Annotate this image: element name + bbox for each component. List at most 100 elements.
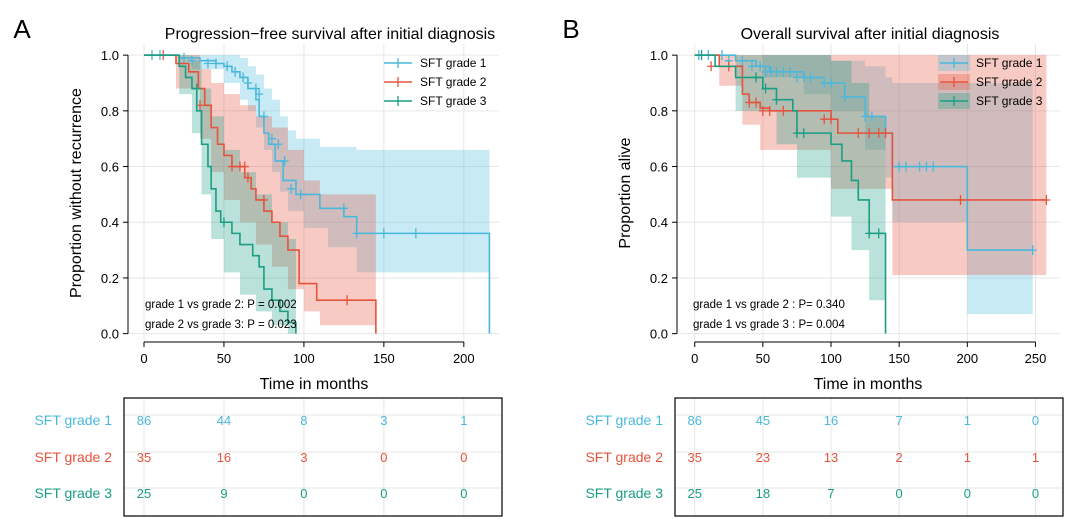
y-tick-label: 0.4 bbox=[101, 215, 119, 230]
censor-mark bbox=[840, 91, 849, 102]
risk-count: 3 bbox=[300, 450, 307, 465]
risk-count: 16 bbox=[217, 450, 231, 465]
chart-title: Progression−free survival after initial … bbox=[165, 26, 495, 43]
censor-mark bbox=[752, 72, 761, 83]
y-tick-label: 1.0 bbox=[650, 48, 668, 63]
censor-mark bbox=[761, 83, 770, 94]
risk-count: 25 bbox=[137, 486, 151, 501]
p-value-annotation: grade 1 vs grade 2 : P= 0.340 bbox=[693, 299, 845, 311]
censor-mark bbox=[339, 203, 348, 214]
risk-row-label: SFT grade 1 bbox=[34, 412, 112, 428]
censor-mark bbox=[239, 72, 248, 83]
censor-mark bbox=[786, 66, 795, 77]
panel-b: B Overall survival after initial diagnosi… bbox=[562, 14, 1064, 517]
risk-count: 1 bbox=[460, 413, 467, 428]
risk-count: 1 bbox=[1032, 450, 1039, 465]
censor-mark bbox=[352, 228, 361, 239]
censor-mark bbox=[861, 111, 870, 122]
censor-mark bbox=[865, 128, 874, 139]
y-axis-label: Proportion alive bbox=[617, 137, 634, 248]
risk-row-label: SFT grade 2 bbox=[34, 449, 112, 465]
risk-count: 1 bbox=[964, 413, 971, 428]
risk-row-label: SFT grade 2 bbox=[585, 449, 663, 465]
censor-mark bbox=[827, 114, 836, 125]
legend: SFT grade 1 SFT grade 2 SFT grade 3 bbox=[938, 55, 1043, 109]
censor-mark bbox=[792, 128, 801, 139]
risk-count: 7 bbox=[896, 413, 903, 428]
risk-count: 0 bbox=[460, 486, 467, 501]
risk-row-label: SFT grade 3 bbox=[585, 485, 663, 501]
ci-band-grade1 bbox=[143, 55, 490, 278]
y-axis-label: Proportion without recurrence bbox=[68, 88, 85, 298]
risk-count: 23 bbox=[756, 450, 770, 465]
risk-count: 0 bbox=[1032, 486, 1039, 501]
risk-count: 9 bbox=[220, 486, 227, 501]
censor-mark bbox=[280, 155, 289, 166]
y-tick-label: 0.8 bbox=[650, 104, 668, 119]
censor-mark bbox=[756, 61, 765, 72]
risk-count: 86 bbox=[137, 413, 151, 428]
grid bbox=[128, 44, 499, 342]
censor-mark bbox=[203, 58, 212, 69]
censor-mark bbox=[747, 61, 756, 72]
x-tick-label: 50 bbox=[756, 351, 770, 366]
p-value-annotation: grade 2 vs grade 3: P = 0.023 bbox=[145, 319, 297, 331]
risk-table: SFT grade 1 86 45 16 7 1 0 SFT grade 2 35 23 13 2 1 1… bbox=[585, 397, 1064, 517]
x-axis-label: Time in months bbox=[260, 376, 369, 393]
risk-table-border bbox=[123, 397, 503, 517]
censor-mark bbox=[255, 89, 264, 100]
risk-count: 0 bbox=[460, 450, 467, 465]
y-tick-label: 0.8 bbox=[101, 104, 119, 119]
censor-mark bbox=[219, 217, 228, 228]
censor-mark bbox=[267, 133, 276, 144]
x-axis-label: Time in months bbox=[814, 376, 923, 393]
censor-mark bbox=[259, 194, 268, 205]
risk-count: 86 bbox=[687, 413, 701, 428]
censor-mark bbox=[956, 194, 965, 205]
panel-a: A Progression−free survival after initial… bbox=[13, 14, 503, 517]
y-tick-label: 0.0 bbox=[650, 327, 668, 342]
censor-mark bbox=[895, 161, 904, 172]
x-tick-label: 100 bbox=[293, 351, 315, 366]
legend-label: SFT grade 2 bbox=[420, 75, 487, 89]
risk-count: 35 bbox=[137, 450, 151, 465]
censor-mark bbox=[411, 228, 420, 239]
x-tick-label: 150 bbox=[373, 351, 395, 366]
censor-mark bbox=[697, 50, 706, 61]
risk-count: 8 bbox=[300, 413, 307, 428]
risk-count: 0 bbox=[380, 486, 387, 501]
censor-mark bbox=[874, 128, 883, 139]
risk-count: 45 bbox=[756, 413, 770, 428]
axes: 0.0 0.2 0.4 0.6 0.8 1.0 0 50 100 150 200 bbox=[101, 48, 475, 366]
censor-mark bbox=[211, 58, 220, 69]
y-tick-label: 0.2 bbox=[650, 271, 668, 286]
censor-mark bbox=[745, 97, 754, 108]
x-tick-label: 250 bbox=[1025, 351, 1047, 366]
ci-band-grade3 bbox=[143, 55, 296, 334]
censor-mark bbox=[379, 228, 388, 239]
risk-count: 16 bbox=[824, 413, 838, 428]
censor-mark bbox=[929, 161, 938, 172]
censor-mark bbox=[799, 72, 808, 83]
censor-mark bbox=[799, 128, 808, 139]
censor-mark bbox=[251, 83, 260, 94]
risk-count: 18 bbox=[756, 486, 770, 501]
x-tick-label: 200 bbox=[956, 351, 978, 366]
censor-mark bbox=[287, 183, 296, 194]
x-tick-label: 0 bbox=[140, 351, 147, 366]
censor-mark bbox=[240, 161, 249, 172]
risk-count: 25 bbox=[687, 486, 701, 501]
x-tick-label: 150 bbox=[888, 351, 910, 366]
censor-mark bbox=[820, 77, 829, 88]
censor-mark bbox=[806, 72, 815, 83]
legend-label: SFT grade 2 bbox=[976, 75, 1043, 89]
p-value-annotation: grade 1 vs grade 3 : P= 0.004 bbox=[693, 319, 845, 331]
censor-mark bbox=[874, 228, 883, 239]
risk-table: SFT grade 1 86 44 8 3 1 SFT grade 2 35 16 3 0 0 SFT … bbox=[34, 397, 503, 517]
censor-mark bbox=[922, 161, 931, 172]
risk-count: 44 bbox=[217, 413, 231, 428]
risk-count: 0 bbox=[896, 486, 903, 501]
censor-mark bbox=[192, 83, 201, 94]
y-tick-label: 1.0 bbox=[101, 48, 119, 63]
